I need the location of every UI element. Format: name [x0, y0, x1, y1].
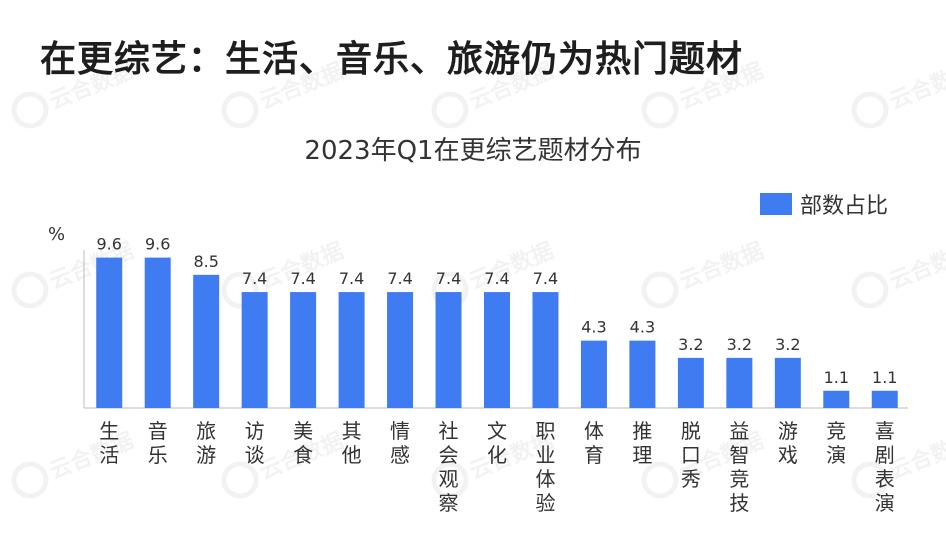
x-tick-label-7: 社会观察	[439, 419, 459, 515]
x-tick-label-2: 旅游	[196, 419, 216, 467]
x-tick-label-1: 音乐	[148, 419, 168, 467]
x-tick-label-11: 推理	[632, 419, 652, 467]
data-label-14: 3.2	[775, 335, 800, 354]
data-label-9: 7.4	[533, 269, 558, 288]
data-label-5: 7.4	[339, 269, 364, 288]
legend-label: 部数占比	[800, 194, 889, 219]
bar-12	[677, 357, 704, 408]
bar-3	[241, 292, 268, 408]
data-label-8: 7.4	[484, 269, 509, 288]
x-tick-label-0: 生活	[99, 419, 119, 467]
x-tick-label-12: 脱口秀	[681, 419, 701, 491]
data-label-15: 1.1	[824, 368, 849, 387]
x-tick-label-10: 体育	[584, 419, 604, 467]
data-label-10: 4.3	[581, 318, 606, 337]
data-label-4: 7.4	[290, 269, 315, 288]
data-label-3: 7.4	[242, 269, 267, 288]
bar-16	[871, 390, 898, 408]
data-label-2: 8.5	[193, 252, 218, 271]
x-tick-label-15: 竞演	[826, 419, 846, 467]
bar-7	[435, 292, 462, 408]
bar-11	[629, 340, 656, 408]
data-label-16: 1.1	[872, 368, 897, 387]
page-title: 在更综艺：生活、音乐、旅游仍为热门题材	[40, 39, 744, 80]
bar-5	[338, 292, 365, 408]
y-axis-unit: %	[48, 224, 66, 245]
bar-14	[774, 357, 801, 408]
bar-2	[193, 274, 220, 408]
x-tick-label-13: 益智竞技	[729, 419, 749, 515]
x-tick-label-14: 游戏	[778, 419, 798, 467]
bar-13	[726, 357, 753, 408]
bar-0	[96, 257, 123, 408]
data-label-1: 9.6	[145, 235, 170, 254]
x-tick-label-9: 职业体验	[535, 419, 555, 515]
data-label-6: 7.4	[387, 269, 412, 288]
chart-title: 2023年Q1在更综艺题材分布	[304, 136, 642, 166]
legend: 部数占比	[760, 188, 888, 220]
x-tick-label-5: 其他	[342, 419, 362, 467]
legend-swatch	[760, 193, 792, 215]
bar-15	[823, 390, 850, 408]
bar-1	[144, 257, 171, 408]
data-label-12: 3.2	[678, 335, 703, 354]
bar-6	[387, 292, 414, 408]
data-label-11: 4.3	[630, 318, 655, 337]
x-tick-label-4: 美食	[293, 419, 313, 467]
x-tick-label-8: 文化	[487, 419, 507, 467]
data-label-0: 9.6	[97, 235, 122, 254]
data-label-13: 3.2	[727, 335, 752, 354]
bar-10	[580, 340, 607, 408]
x-tick-label-16: 喜剧表演	[875, 419, 895, 515]
x-tick-label-3: 访谈	[245, 419, 265, 467]
bar-8	[484, 292, 510, 408]
data-label-7: 7.4	[436, 269, 461, 288]
x-tick-label-6: 情感	[390, 419, 410, 467]
bar-4	[290, 292, 317, 408]
bar-9	[532, 292, 559, 408]
